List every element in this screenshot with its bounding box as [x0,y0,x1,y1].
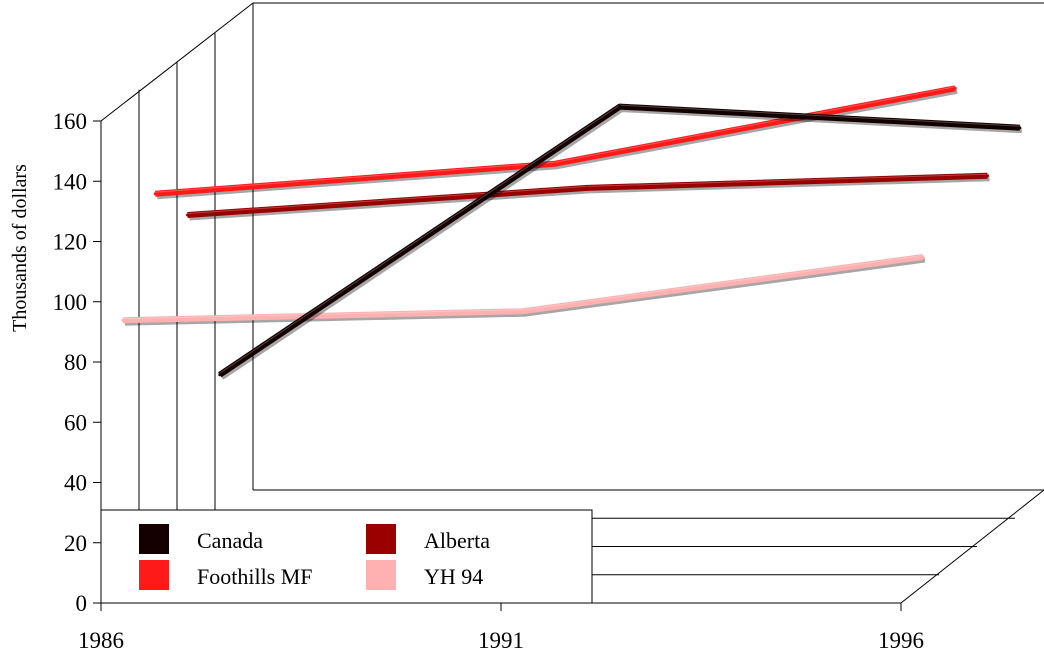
y-tick-label: 60 [64,410,87,435]
legend-label-alberta: Alberta [424,528,490,553]
x-tick-label: 1996 [878,628,924,653]
y-tick-label: 80 [64,350,87,375]
series-highlight-yh-94 [122,255,923,320]
data-point-yh-94 [521,309,525,313]
x-axis: 1986 1991 1996 [78,603,924,653]
series-line-canada [218,103,1020,378]
legend-swatch-alberta [366,524,396,554]
data-point-alberta [586,186,589,190]
y-tick-label: 40 [64,471,87,496]
data-point-foothills-mf [153,192,157,196]
data-point-yh-94 [121,318,125,322]
y-tick-label: 20 [64,531,87,556]
legend-swatch-yh-94 [366,560,396,590]
y-tick-label: 120 [53,230,88,255]
data-point-canada [618,105,622,109]
series-highlight-foothills-mf [155,86,956,193]
y-tick-label: 0 [76,591,88,616]
legend-label-foothills-mf: Foothills MF [197,564,313,589]
data-point-alberta [186,213,189,217]
y-axis-label: Thousands of dollars [9,164,31,332]
x-tick-label: 1991 [478,628,524,653]
y-tick-label: 140 [53,169,88,194]
legend-swatch-foothills-mf [139,560,169,590]
legend-swatch-canada [139,524,169,554]
legend-box [100,509,593,604]
data-point-foothills-mf [953,86,957,90]
series-shadow-alberta [189,176,990,221]
legend-label-yh-94: YH 94 [424,564,483,589]
data-point-canada [218,373,222,377]
x-tick-label: 1986 [78,628,124,653]
data-point-foothills-mf [553,162,557,166]
y-tick-label: 160 [53,109,88,134]
legend: Canada Alberta Foothills MF YH 94 [100,509,593,604]
data-point-canada [1018,126,1022,130]
y-tick-label: 100 [53,290,88,315]
legend-label-canada: Canada [197,528,263,553]
series-shadow-yh-94 [124,257,926,326]
series-lines [121,85,1022,380]
series-highlight-canada [219,104,1020,374]
data-point-yh-94 [921,255,925,259]
data-point-alberta [986,174,989,178]
y-axis: 0 20 40 60 80 100 120 140 160 [53,109,101,616]
